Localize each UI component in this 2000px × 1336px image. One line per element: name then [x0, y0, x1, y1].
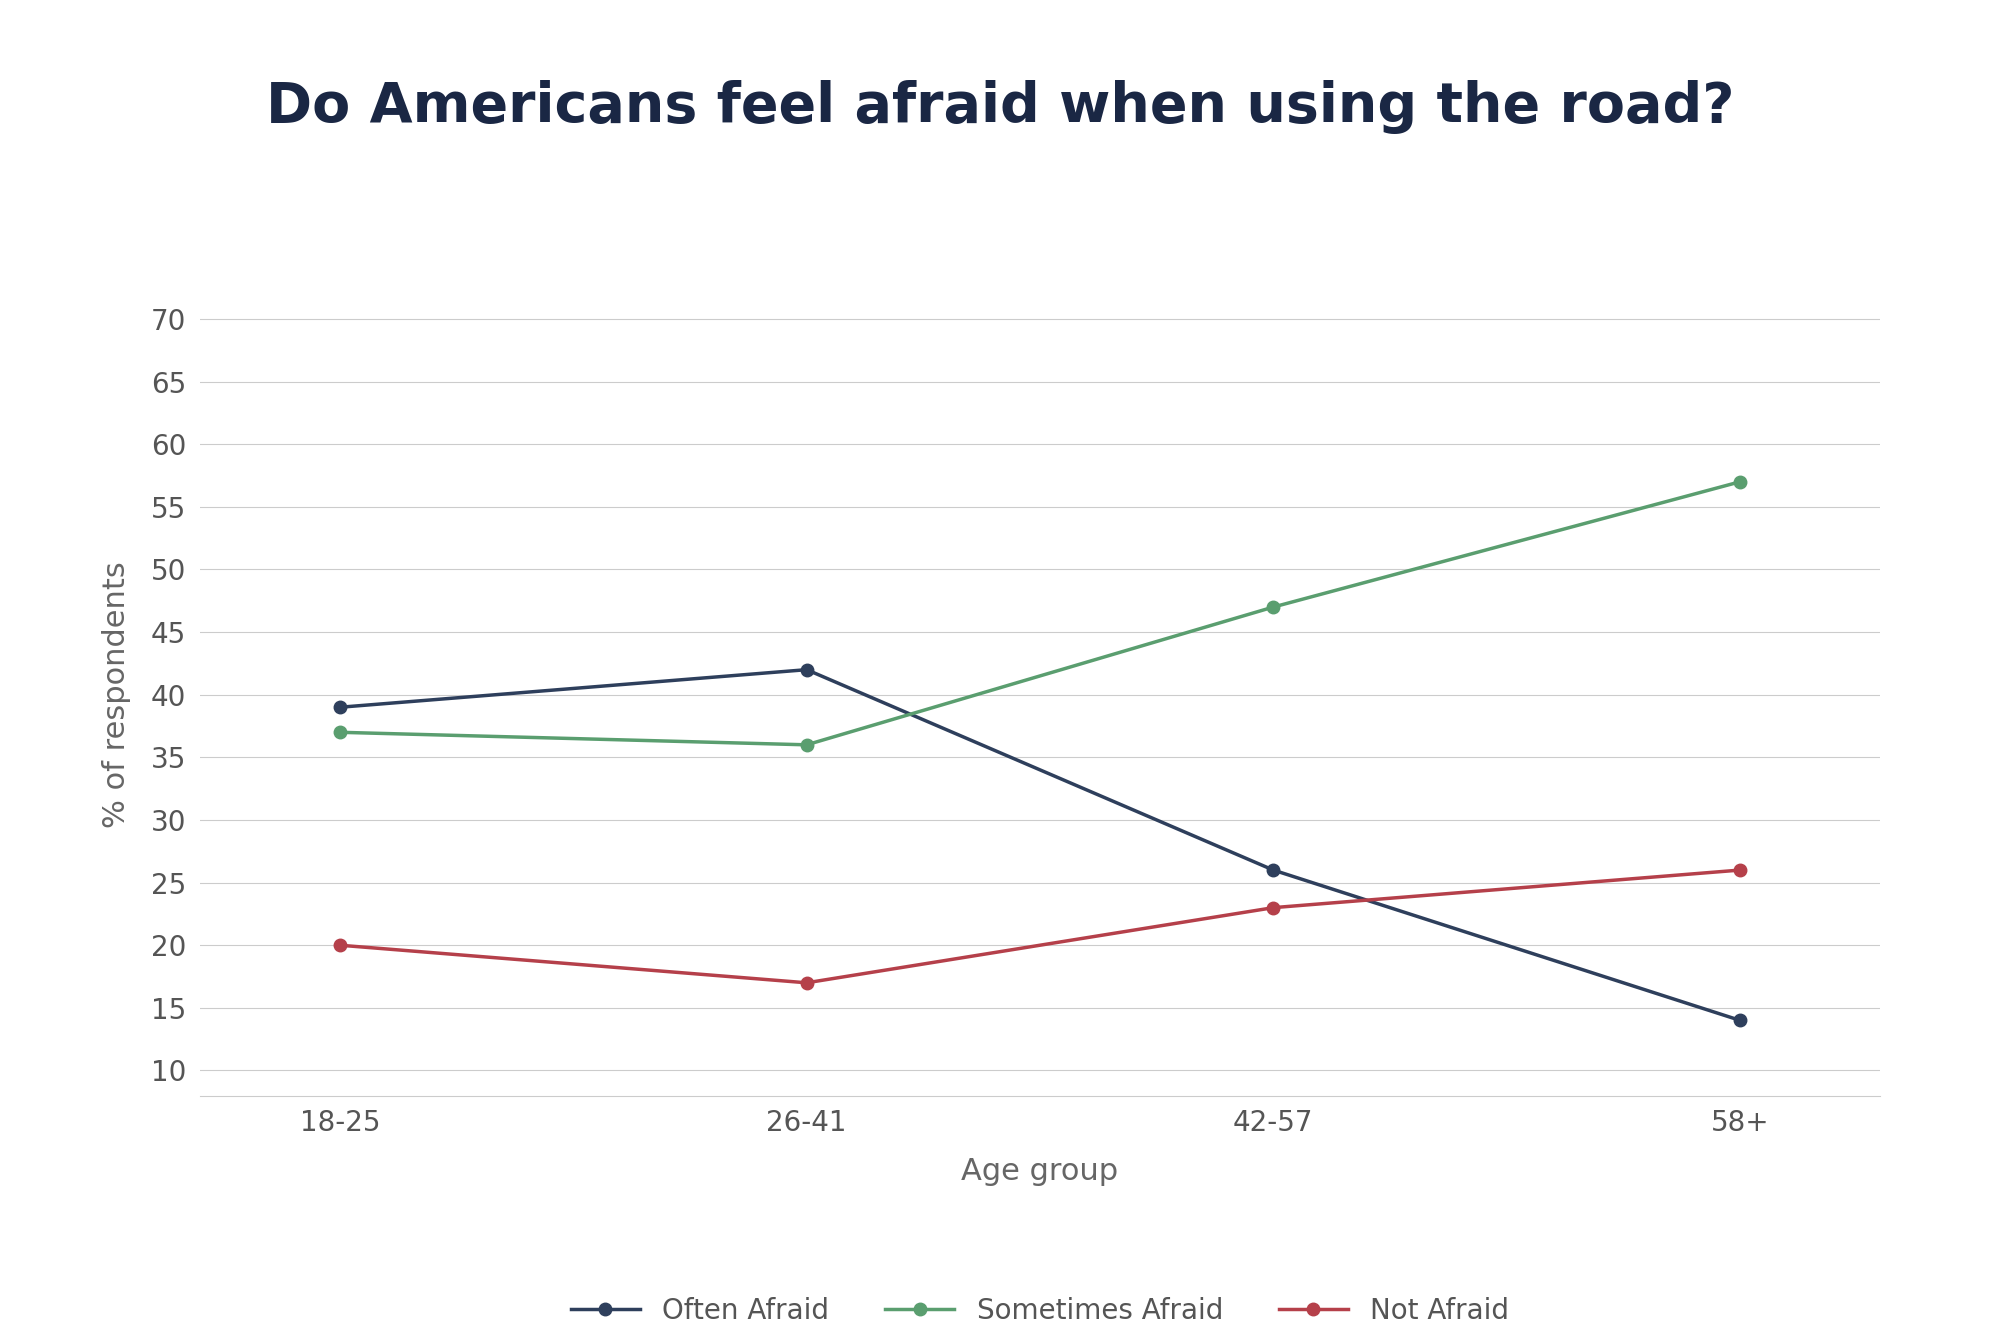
Line: Sometimes Afraid: Sometimes Afraid	[334, 476, 1746, 751]
Not Afraid	[328, 938, 352, 954]
Sometimes Afraid	[1262, 599, 1286, 615]
Not Afraid	[794, 975, 818, 991]
Often Afraid	[1262, 862, 1286, 878]
Not Afraid	[1728, 862, 1752, 878]
Often Afraid	[328, 699, 352, 715]
Legend: Often Afraid, Sometimes Afraid, Not Afraid: Often Afraid, Sometimes Afraid, Not Afra…	[560, 1285, 1520, 1336]
X-axis label: Age group: Age group	[962, 1157, 1118, 1186]
Y-axis label: % of respondents: % of respondents	[102, 561, 132, 828]
Line: Not Afraid: Not Afraid	[334, 864, 1746, 989]
Line: Often Afraid: Often Afraid	[334, 664, 1746, 1026]
Often Afraid	[794, 661, 818, 677]
Not Afraid	[1262, 899, 1286, 915]
Text: Do Americans feel afraid when using the road?: Do Americans feel afraid when using the …	[266, 80, 1734, 134]
Often Afraid	[1728, 1013, 1752, 1029]
Sometimes Afraid	[794, 737, 818, 754]
Sometimes Afraid	[328, 724, 352, 740]
Sometimes Afraid	[1728, 474, 1752, 490]
